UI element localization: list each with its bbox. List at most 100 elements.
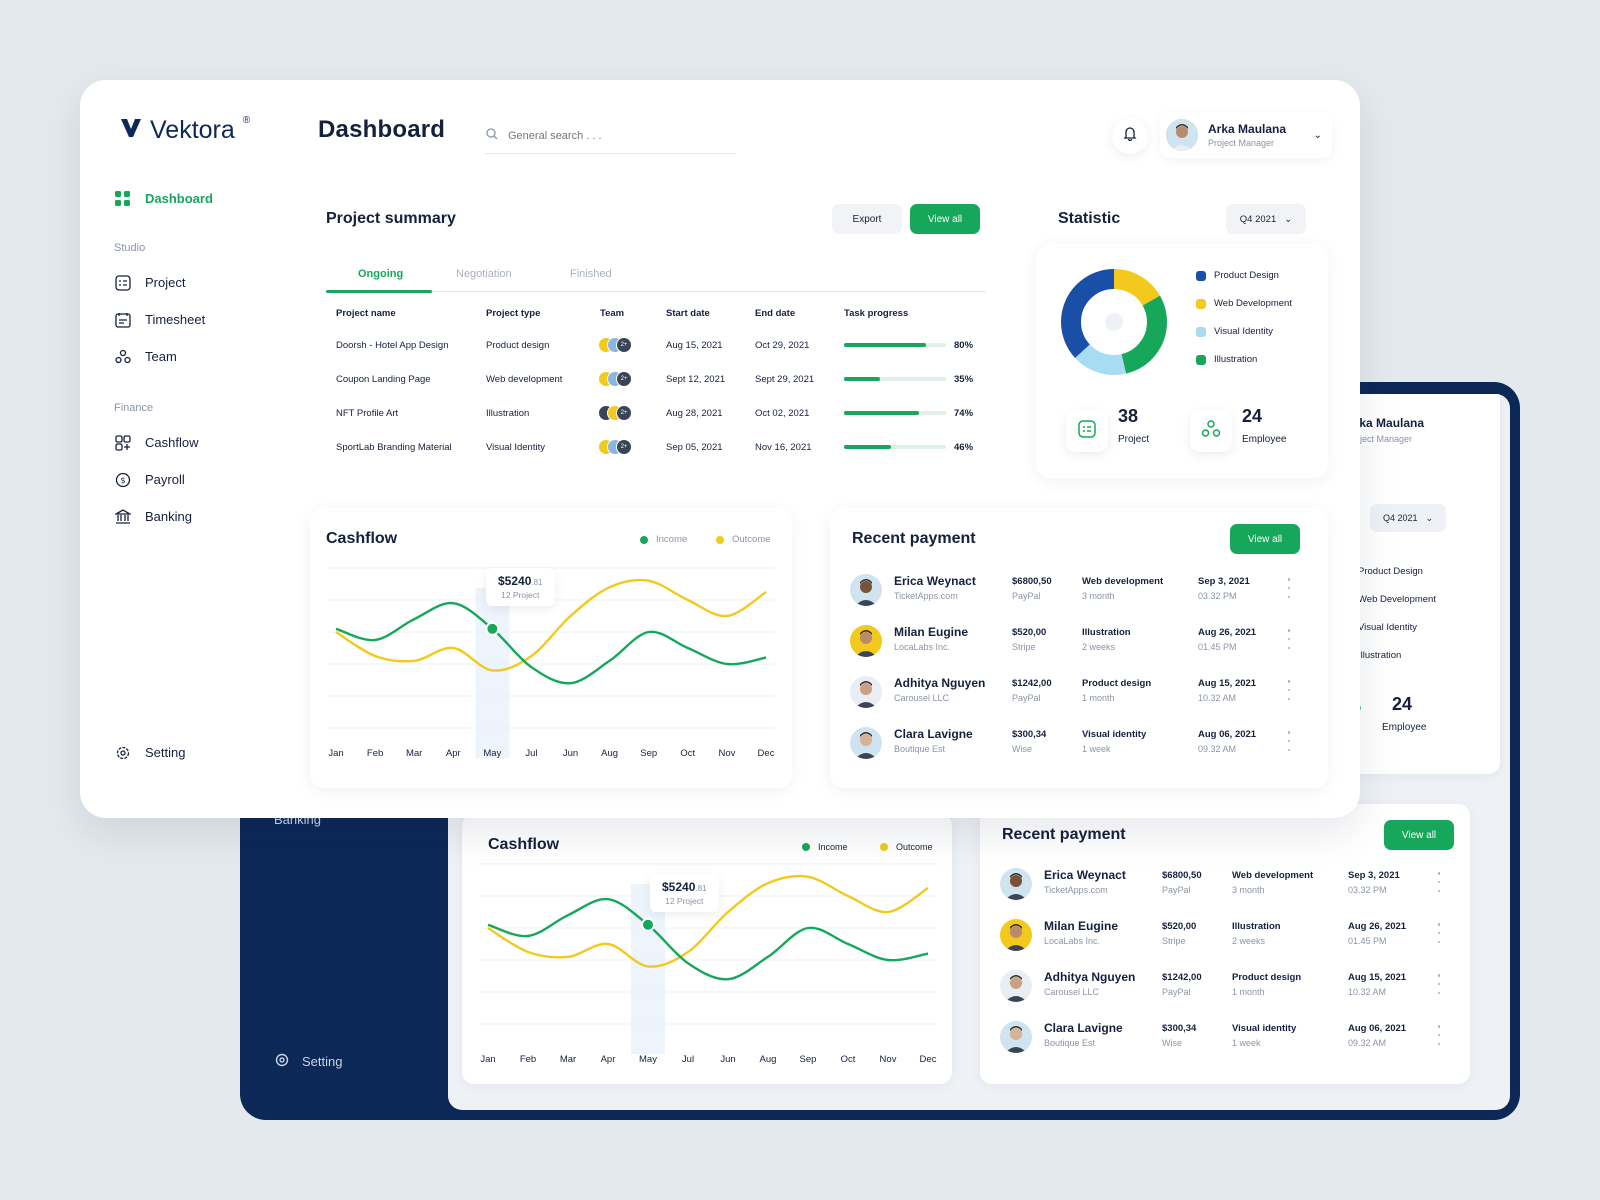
team-avatars[interactable]: 2+	[598, 371, 640, 387]
search-icon	[486, 127, 498, 145]
chart-tooltip: $5240.81 12 Project	[486, 568, 555, 606]
tab-negotiation[interactable]: Negotiation	[456, 268, 512, 280]
chevron-down-icon: ⌄	[1284, 213, 1293, 225]
payer-company: Boutique Est	[894, 744, 946, 754]
back-sidebar-setting[interactable]: Setting	[274, 1052, 342, 1071]
sidebar-item-timesheet[interactable]: Timesheet	[114, 311, 205, 328]
payment-date: Aug 26, 2021	[1348, 921, 1407, 932]
payment-time: 10.32 AM	[1348, 987, 1387, 997]
chevron-down-icon: ⌄	[1313, 129, 1322, 141]
back-payment-row[interactable]: Erica Weynact TicketApps.com $6800,50 PayPa…	[1000, 868, 1450, 908]
payment-duration: 1 week	[1232, 1038, 1261, 1048]
nav-label: Project	[145, 275, 186, 290]
tab-ongoing[interactable]: Ongoing	[358, 268, 404, 280]
more-options-icon[interactable]	[1436, 974, 1442, 994]
back-legend-outcome: Outcome	[880, 842, 933, 852]
nav-label: Team	[145, 349, 177, 364]
dot	[1437, 940, 1441, 943]
payment-category: Illustration	[1082, 627, 1131, 638]
page-title: Dashboard	[318, 116, 446, 143]
export-button[interactable]: Export	[832, 204, 902, 234]
team-more-badge: 2+	[616, 337, 632, 353]
sidebar-item-setting[interactable]: Setting	[114, 744, 185, 761]
payment-row[interactable]: Erica Weynact TicketApps.com $6800,50 PayPa…	[850, 574, 1300, 614]
dot	[1287, 688, 1291, 692]
statistic-title: Statistic	[1058, 210, 1121, 227]
dot	[1437, 1025, 1441, 1028]
payment-method: Stripe	[1012, 642, 1036, 652]
recent-payment-title: Recent payment	[852, 530, 976, 547]
start-date: Aug 15, 2021	[666, 340, 723, 351]
income-line	[487, 897, 929, 981]
legend-label: Illustration	[1358, 650, 1402, 661]
more-options-icon[interactable]	[1436, 1025, 1442, 1045]
team-avatars[interactable]: 2+	[598, 337, 640, 353]
sidebar-item-project[interactable]: Project	[114, 274, 185, 291]
back-payment-row[interactable]: Adhitya Nguyen Carousel LLC $1242,00 PayPal…	[1000, 970, 1450, 1010]
start-date: Sept 12, 2021	[666, 374, 726, 385]
outcome-dot	[716, 535, 724, 544]
sidebar-item-dashboard[interactable]: Dashboard	[114, 190, 213, 207]
back-recent-payment-card: Recent payment View all Erica Weynact Tic…	[980, 804, 1470, 1084]
x-tick-label: Mar	[560, 1054, 576, 1065]
more-options-icon[interactable]	[1436, 872, 1442, 892]
payment-date: Aug 06, 2021	[1348, 1023, 1407, 1034]
brand-logo[interactable]: Vektora ®	[120, 115, 250, 145]
team-avatars[interactable]: 2+	[598, 439, 640, 455]
more-options-icon[interactable]	[1286, 731, 1292, 751]
tab-active-indicator	[326, 290, 432, 293]
nav-label: Timesheet	[145, 312, 206, 327]
sidebar-item-cashflow[interactable]: Cashflow	[114, 434, 198, 451]
x-tick-label: May	[483, 748, 501, 759]
tooltip-sub: 12 Project	[501, 590, 540, 600]
legend-label: Outcome	[732, 534, 771, 545]
team-more-badge: 2+	[616, 405, 632, 421]
payment-row[interactable]: Clara Lavigne Boutique Est $300,34 Wise Visu…	[850, 727, 1300, 767]
payer-company: TicketApps.com	[894, 591, 958, 601]
outcome-line	[335, 578, 767, 672]
user-menu[interactable]: Arka Maulana Project Manager ⌄	[1160, 112, 1332, 158]
project-stat-icon	[1066, 410, 1108, 452]
period-select[interactable]: Q4 2021 ⌄	[1226, 204, 1306, 234]
more-options-icon[interactable]	[1286, 629, 1292, 649]
more-options-icon[interactable]	[1286, 680, 1292, 700]
view-all-payments-button[interactable]: View all	[1230, 524, 1300, 554]
dot	[1287, 595, 1291, 598]
payment-row[interactable]: Adhitya Nguyen Carousel LLC $1242,00 PayPal…	[850, 676, 1300, 716]
nav-label: Banking	[145, 509, 192, 524]
notification-button[interactable]	[1112, 118, 1148, 154]
back-view-all-button[interactable]: View all	[1384, 820, 1454, 850]
back-payment-row[interactable]: Clara Lavigne Boutique Est $300,34 Wise Visu…	[1000, 1021, 1450, 1061]
sidebar-item-team[interactable]: Team	[114, 348, 177, 365]
payment-row[interactable]: Milan Eugine LocaLabs Inc. $520,00 Stripe Il…	[850, 625, 1300, 665]
payer-name: Adhitya Nguyen	[1044, 970, 1136, 984]
gear-icon	[114, 744, 131, 761]
more-options-icon[interactable]	[1436, 923, 1442, 943]
tab-finished[interactable]: Finished	[570, 268, 612, 280]
x-tick-label: Jan	[480, 1054, 495, 1065]
progress-fill	[844, 377, 880, 381]
project-name: Coupon Landing Page	[336, 374, 431, 385]
sidebar-item-payroll[interactable]: $ Payroll	[114, 471, 185, 488]
team-avatars[interactable]: 2+	[598, 405, 640, 421]
sidebar-item-banking[interactable]: Banking	[114, 508, 192, 525]
dot	[1437, 923, 1441, 926]
dot	[1287, 697, 1291, 700]
more-options-icon[interactable]	[1286, 578, 1292, 598]
payer-name: Erica Weynact	[1044, 868, 1126, 882]
view-all-projects-button[interactable]: View all	[910, 204, 980, 234]
highlight-point[interactable]	[485, 621, 500, 636]
nav-label: Payroll	[145, 472, 185, 487]
progress-fill	[844, 445, 891, 449]
back-period-select[interactable]: Q4 2021 ⌄	[1370, 504, 1446, 532]
payment-amount: $6800,50	[1012, 576, 1052, 587]
payment-amount: $520,00	[1012, 627, 1047, 638]
back-payment-row[interactable]: Milan Eugine LocaLabs Inc. $520,00 Stripe Il…	[1000, 919, 1450, 959]
search-input[interactable]	[508, 129, 708, 142]
payment-time: 01.45 PM	[1198, 642, 1237, 652]
x-tick-label: Nov	[880, 1054, 897, 1065]
search-bar[interactable]	[484, 118, 736, 154]
back-employee-label: Employee	[1382, 722, 1427, 733]
start-date: Aug 28, 2021	[666, 408, 723, 419]
highlight-point[interactable]	[641, 917, 655, 932]
